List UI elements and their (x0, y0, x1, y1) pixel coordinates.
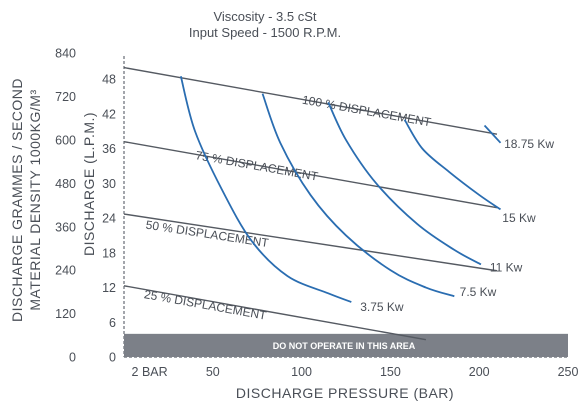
displacement-label: 75 % DISPLACEMENT (195, 148, 320, 184)
x-tick-label: 50 (206, 365, 220, 379)
y-axis-label-density: MATERIAL DENSITY 1000KG/M³ (27, 89, 43, 310)
y-tick-label-lpm: 0 (109, 351, 116, 365)
power-curve (403, 119, 502, 211)
displacement-line (123, 213, 498, 272)
x-axis-label: DISCHARGE PRESSURE (BAR) (236, 385, 454, 401)
power-curve (261, 93, 455, 298)
forbidden-zone (124, 333, 568, 357)
y-tick-label-lpm: 12 (102, 281, 116, 295)
y-tick-label-lpm: 18 (102, 246, 116, 260)
power-curve (327, 101, 482, 266)
displacement-label: 25 % DISPLACEMENT (143, 287, 268, 323)
y-tick-label-gps: 720 (55, 90, 76, 104)
displacement-label: 50 % DISPLACEMENT (145, 218, 270, 251)
displacement-line (123, 66, 498, 135)
x-tick-label: 100 (291, 365, 312, 379)
power-curve-label: 18.75 Kw (504, 137, 554, 151)
power-curve (179, 76, 352, 303)
y-tick-label-gps: 120 (55, 307, 76, 321)
power-curve-label: 7.5 Kw (460, 285, 497, 299)
y-tick-label-gps: 240 (55, 264, 76, 278)
y-tick-label-gps: 600 (55, 133, 76, 147)
y-tick-label-lpm: 48 (102, 73, 116, 87)
y-axis-label-lpm: DISCHARGE (L.P.M.) (81, 112, 97, 256)
chart-title-line-2: Input Speed - 1500 R.P.M. (189, 25, 341, 40)
chart-title-line-1: Viscosity - 3.5 cSt (213, 9, 316, 24)
y-tick-label-lpm: 36 (102, 142, 116, 156)
power-curve-label: 15 Kw (502, 211, 536, 225)
y-tick-label-gps: 0 (69, 351, 76, 365)
x-tick-label: 150 (380, 365, 401, 379)
y-tick-label-lpm: 24 (102, 212, 116, 226)
y-tick-label-gps: 480 (55, 177, 76, 191)
x-tick-label: 2 BAR (132, 365, 168, 379)
y-tick-label-lpm: 30 (102, 177, 116, 191)
plot-area: DO NOT OPERATE IN THIS AREA 2 BAR 50 100 150… (55, 47, 578, 379)
displacement-label: 100 % DISPLACEMENT (301, 93, 433, 130)
displacement-line (123, 140, 498, 209)
y-tick-label-lpm: 42 (102, 107, 116, 121)
x-tick-label: 250 (558, 365, 579, 379)
y-tick-label-lpm: 6 (109, 316, 116, 330)
y-axis-label-grammes: DISCHARGE GRAMMES / SECOND (9, 78, 25, 322)
power-curve (483, 124, 502, 144)
x-tick-label: 200 (469, 365, 490, 379)
power-curve-label: 3.75 Kw (360, 300, 404, 314)
y-tick-label-gps: 840 (55, 47, 76, 61)
power-curve-label: 11 Kw (490, 260, 523, 274)
forbidden-zone-label: DO NOT OPERATE IN THIS AREA (273, 341, 416, 351)
displacement-line (123, 285, 427, 341)
y-tick-label-gps: 360 (55, 220, 76, 234)
